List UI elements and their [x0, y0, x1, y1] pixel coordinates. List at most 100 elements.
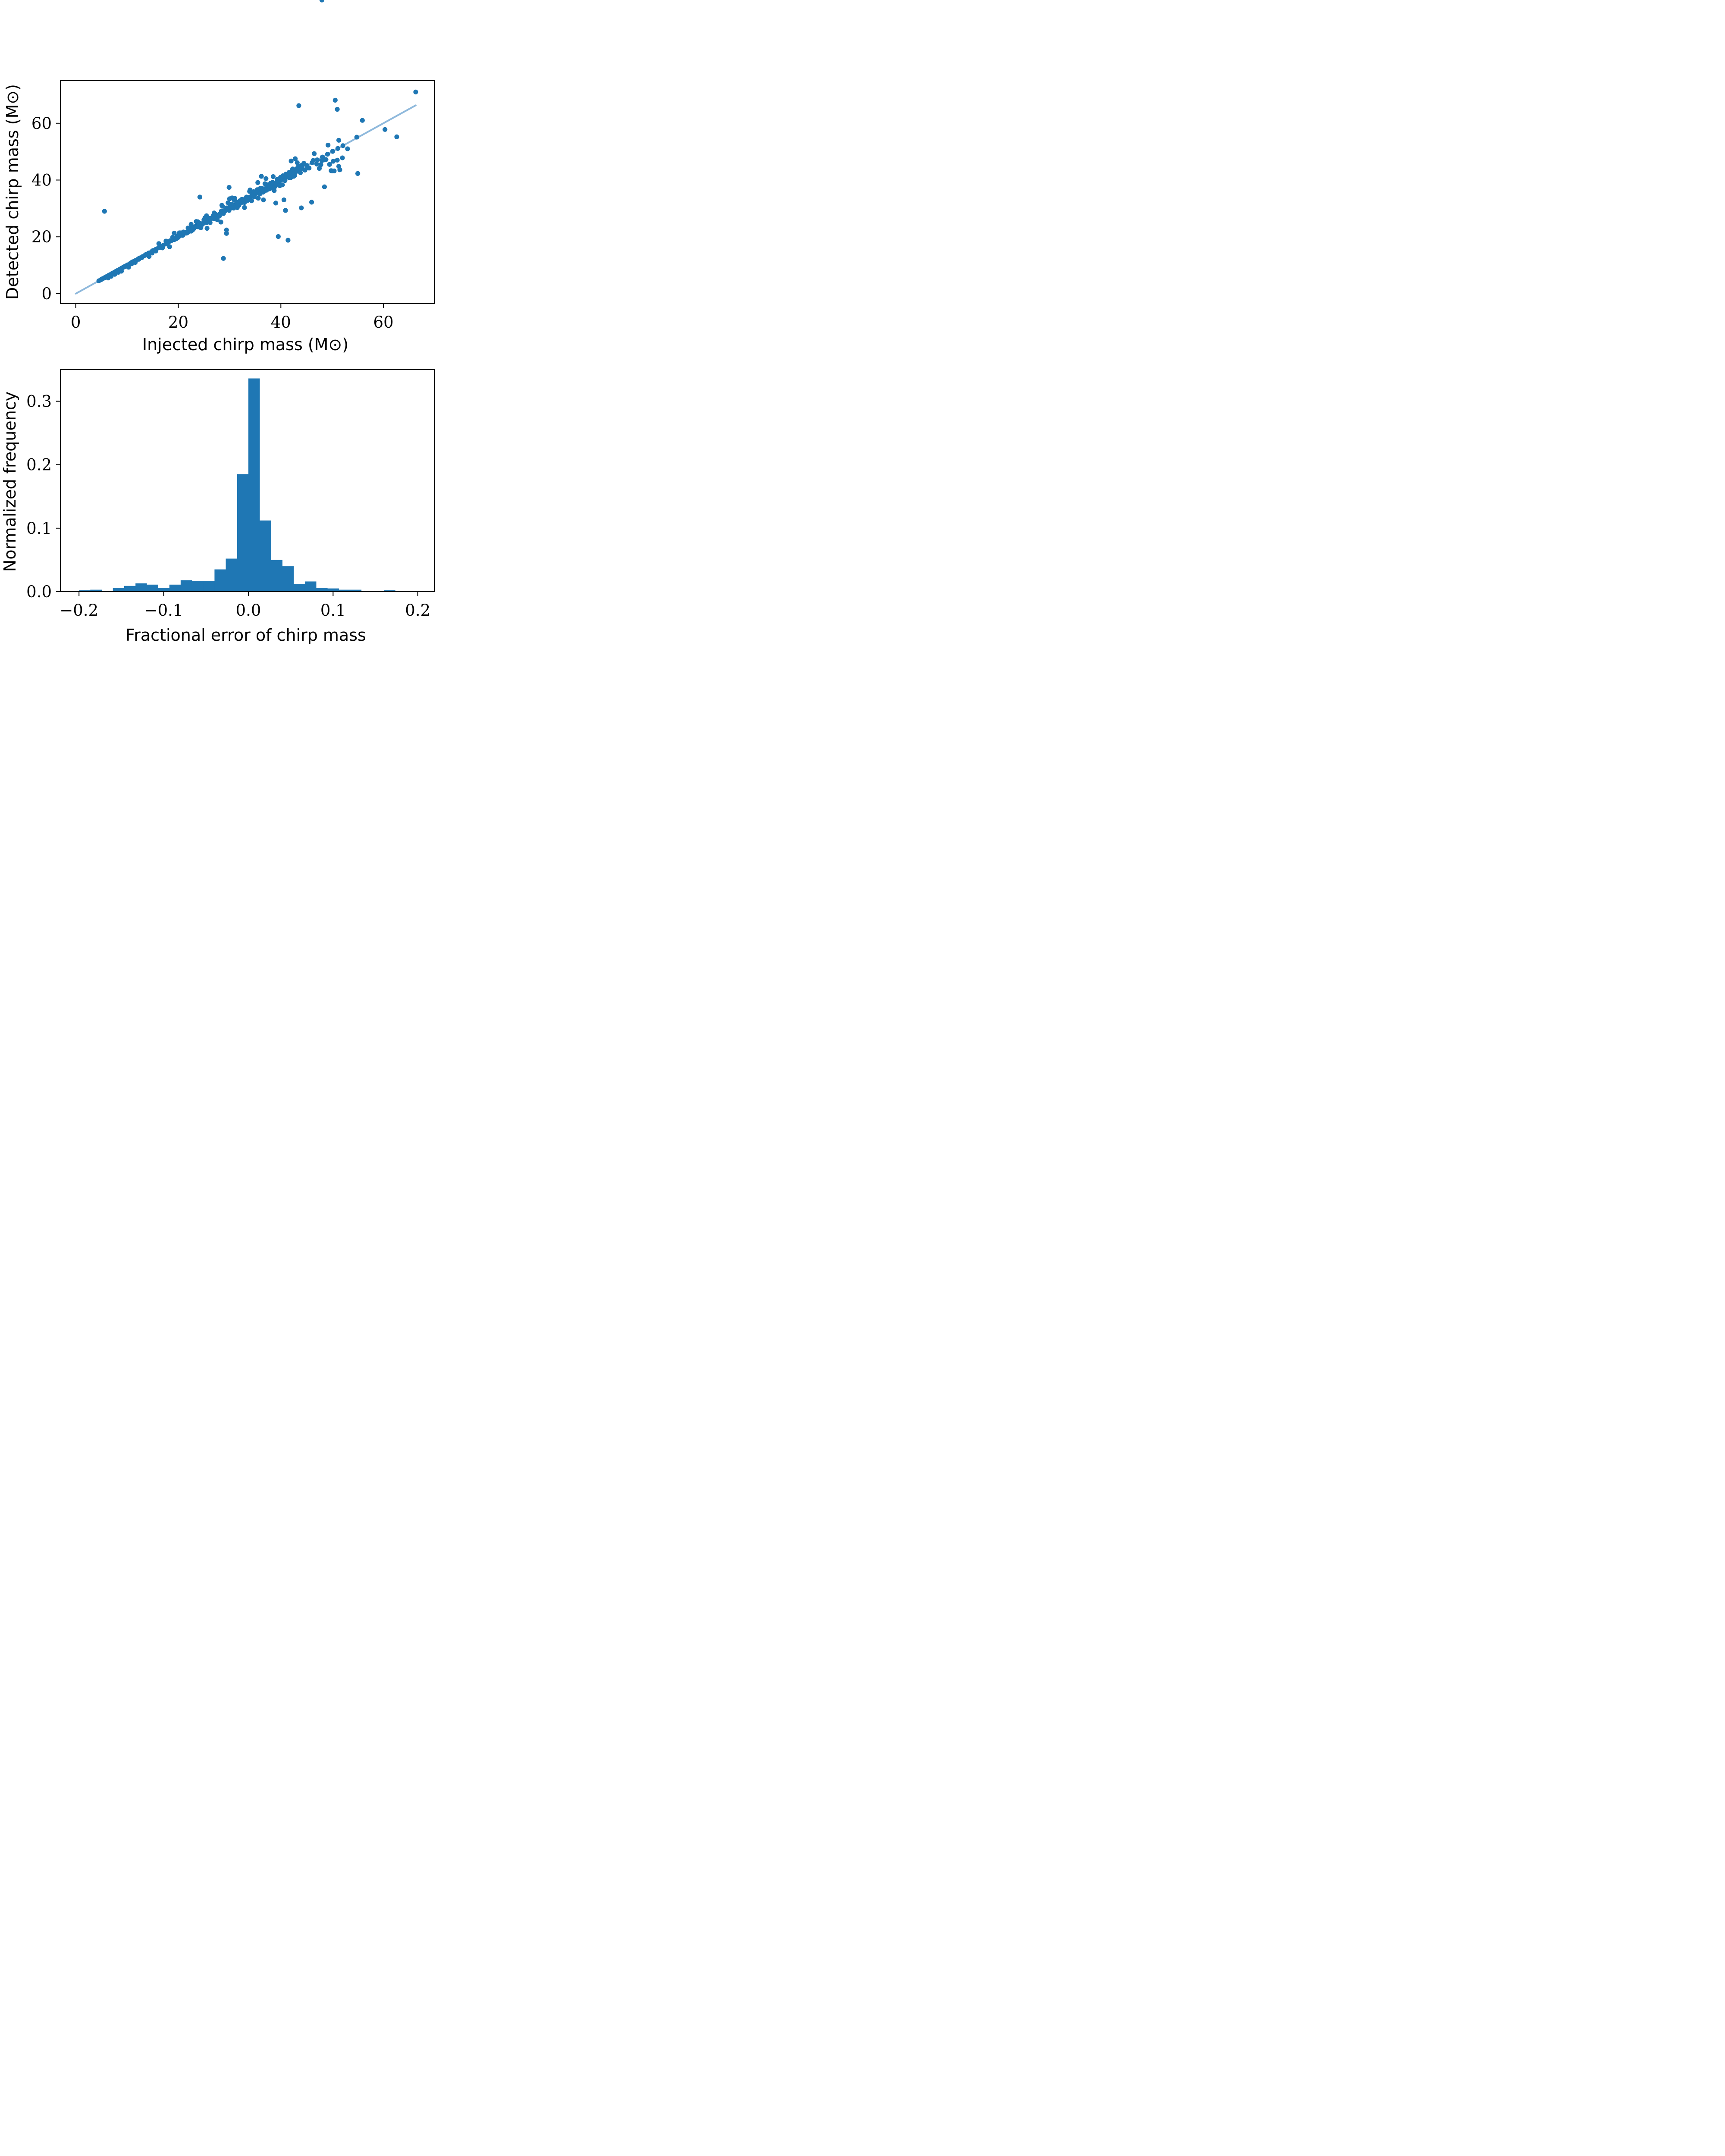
scatter-point: [207, 220, 213, 225]
scatter-point: [245, 195, 251, 200]
scatter-point: [188, 229, 194, 234]
scatter-point: [283, 208, 288, 213]
scatter-point: [99, 277, 104, 282]
scatter-point: [272, 184, 277, 189]
scatter-point: [317, 166, 322, 171]
scatter-point: [335, 157, 340, 163]
scatter-point: [336, 138, 342, 143]
histogram-bar: [260, 520, 271, 592]
scatter-point: [163, 238, 169, 244]
scatter-axes-frame: [60, 80, 435, 304]
scatter-point: [335, 146, 340, 151]
scatter-point: [160, 245, 165, 251]
scatter-point: [309, 200, 314, 205]
scatter-point: [332, 97, 338, 103]
x-tick-label: −0.2: [60, 601, 98, 620]
scatter-point: [289, 158, 294, 163]
scatter-point: [215, 217, 220, 222]
scatter-point: [251, 189, 256, 194]
scatter-point: [293, 170, 298, 175]
histogram-y-ticks: 0.0 0.1 0.2 0.3: [26, 392, 60, 601]
scatter-point: [240, 197, 245, 202]
scatter-point: [185, 226, 191, 231]
scatter-point: [150, 251, 155, 256]
histogram-bars: [79, 378, 418, 592]
scatter-point: [413, 89, 418, 94]
scatter-point: [270, 180, 275, 185]
scatter-point: [273, 201, 279, 206]
scatter-point: [301, 161, 307, 166]
scatter-point: [198, 225, 204, 230]
histogram-bar: [327, 588, 339, 592]
scatter-point: [322, 184, 327, 189]
scatter-point: [122, 264, 128, 270]
scatter-point: [204, 213, 209, 219]
scatter-x-ticks: 0 20 40 60: [71, 304, 394, 332]
histogram-bar: [203, 580, 215, 592]
histogram-bar: [293, 584, 305, 592]
scatter-point: [227, 204, 232, 210]
histogram-bar: [158, 588, 170, 592]
figure: 0 20 40 60 0 20 40 60 Injected chirp mass (M⊙)…: [0, 0, 435, 645]
scatter-marks: [75, 0, 418, 295]
histogram-bar: [316, 588, 328, 592]
histogram-bar: [90, 589, 102, 592]
scatter-point: [212, 212, 217, 217]
scatter-point: [217, 213, 222, 219]
scatter-point: [325, 152, 330, 157]
histogram-y-axis-label: Normalized frequency: [0, 392, 19, 572]
histogram-panel: −0.2 −0.1 0.0 0.1 0.2 0.0 0.1 0.2 0.3 Fractiona…: [0, 369, 435, 645]
scatter-point: [170, 235, 175, 240]
scatter-point: [312, 151, 317, 156]
scatter-point: [129, 261, 134, 266]
scatter-point: [172, 231, 177, 236]
scatter-point: [293, 156, 298, 161]
scatter-point: [310, 158, 316, 163]
scatter-point: [327, 162, 332, 167]
y-tick-label: 0: [41, 285, 52, 303]
scatter-point: [270, 174, 276, 179]
scatter-point: [181, 229, 186, 235]
histogram-bar: [169, 584, 181, 592]
scatter-point: [290, 166, 295, 172]
scatter-point: [143, 252, 148, 258]
histogram-bar: [226, 558, 238, 592]
y-tick-label: 0.3: [26, 392, 52, 411]
scatter-point: [112, 272, 117, 277]
scatter-point: [191, 225, 197, 230]
scatter-point: [323, 157, 329, 162]
scatter-point: [204, 226, 210, 231]
x-tick-label: 40: [271, 313, 291, 332]
histogram-bar: [271, 560, 282, 592]
scatter-point: [263, 176, 269, 181]
scatter-point: [260, 190, 266, 195]
x-tick-label: 0: [71, 313, 81, 332]
scatter-point: [238, 201, 244, 206]
scatter-point: [315, 157, 320, 163]
scatter-point: [291, 174, 296, 179]
scatter-point: [318, 162, 323, 167]
scatter-point: [242, 205, 247, 210]
histogram-bar: [214, 569, 226, 592]
scatter-point: [326, 142, 331, 148]
scatter-point: [286, 175, 292, 180]
histogram-x-ticks: −0.2 −0.1 0.0 0.1 0.2: [60, 592, 430, 620]
histogram-bar: [191, 580, 204, 592]
scatter-point: [227, 196, 232, 201]
scatter-point: [248, 188, 253, 193]
scatter-point: [355, 171, 361, 176]
scatter-point: [345, 146, 350, 151]
scatter-point: [219, 203, 225, 208]
scatter-point: [188, 222, 194, 227]
scatter-point: [282, 178, 288, 183]
scatter-point: [276, 234, 281, 239]
scatter-point: [136, 257, 141, 262]
scatter-point: [295, 160, 300, 165]
x-tick-label: 60: [373, 313, 394, 332]
histogram-bar: [304, 581, 317, 592]
histogram-bar: [124, 586, 136, 592]
histogram-bar: [248, 378, 260, 592]
histogram-bar: [237, 474, 249, 592]
histogram-bar: [135, 583, 147, 592]
scatter-point: [294, 166, 299, 171]
